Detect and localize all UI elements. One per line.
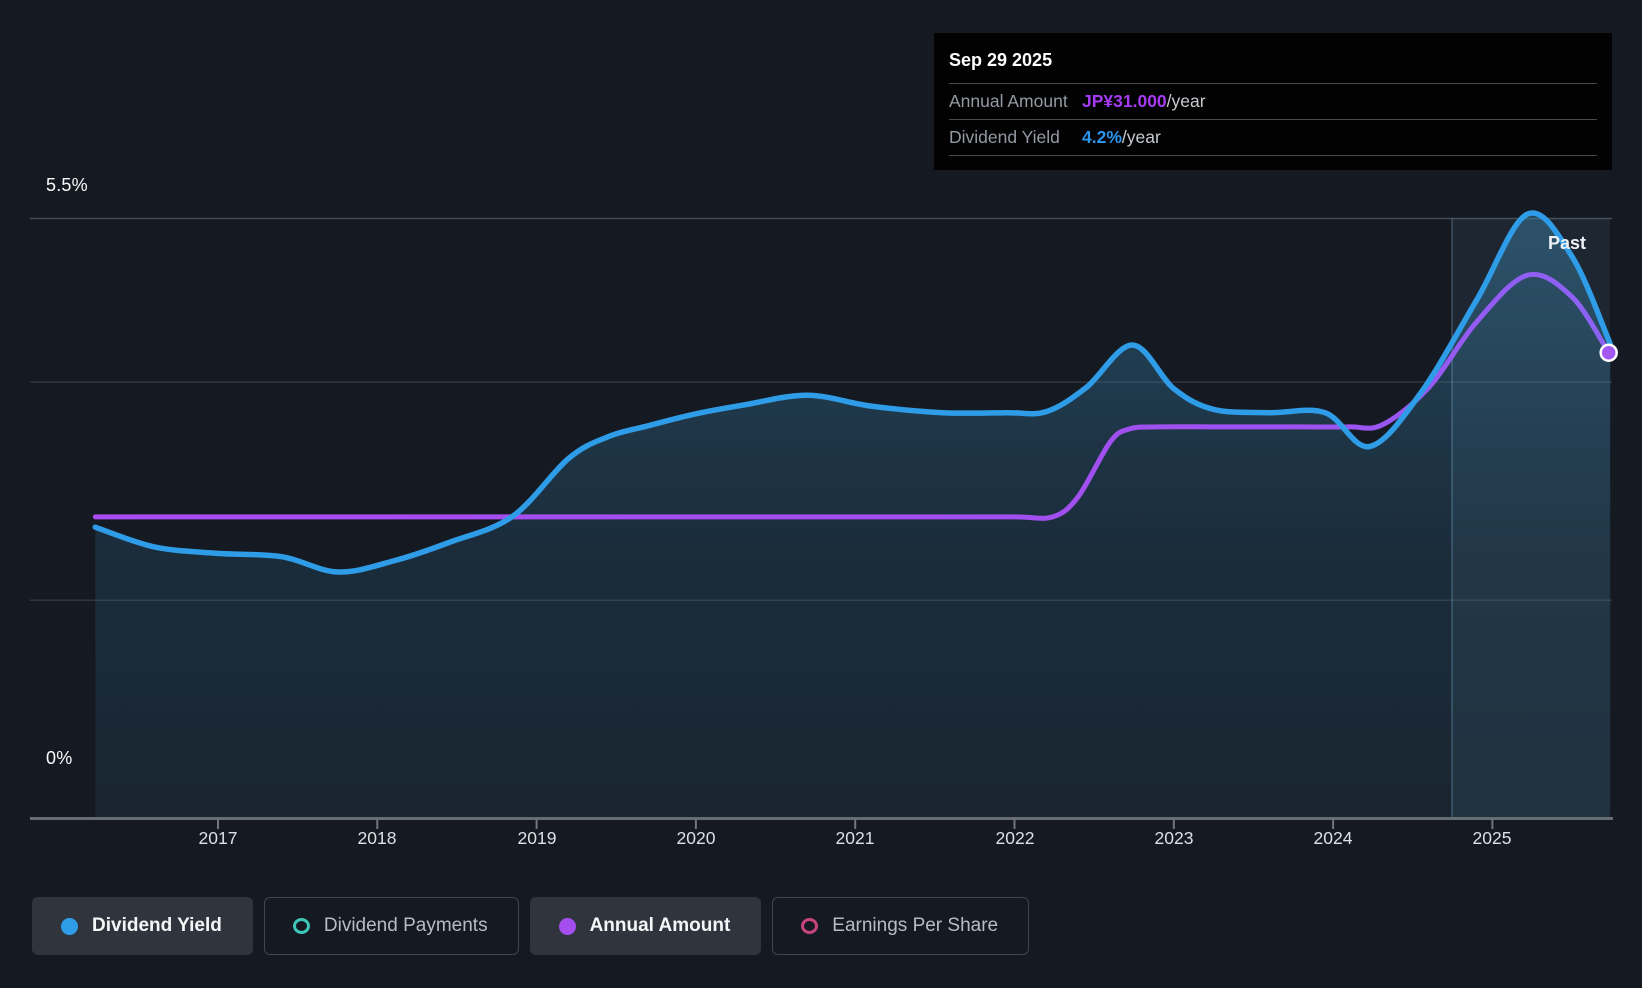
x-tick-label: 2021 xyxy=(835,828,875,848)
chart-legend: Dividend Yield Dividend Payments Annual … xyxy=(32,897,1030,955)
tooltip-row-annual-amount: Annual Amount JP¥31.000/year xyxy=(949,83,1597,119)
y-axis-max-label: 5.5% xyxy=(46,175,88,195)
x-tick-label: 2018 xyxy=(357,828,397,848)
legend-toggle-annual-amount[interactable]: Annual Amount xyxy=(529,897,762,955)
x-tick-label: 2019 xyxy=(517,828,557,848)
legend-label: Earnings Per Share xyxy=(832,915,999,936)
legend-toggle-earnings-per-share[interactable]: Earnings Per Share xyxy=(772,897,1030,955)
past-region-label: Past xyxy=(1548,233,1587,253)
legend-toggle-dividend-payments[interactable]: Dividend Payments xyxy=(263,897,519,955)
tooltip-label: Dividend Yield xyxy=(949,127,1060,147)
x-tick-label: 2017 xyxy=(198,828,238,848)
x-tick-label: 2024 xyxy=(1313,828,1353,848)
legend-label: Dividend Yield xyxy=(92,915,222,936)
dividend-payments-circle-icon xyxy=(292,918,310,934)
tooltip-value-suffix: /year xyxy=(1166,91,1206,111)
x-tick-label: 2022 xyxy=(995,828,1035,848)
chart-tooltip: Sep 29 2025 Annual Amount JP¥31.000/year… xyxy=(934,33,1612,170)
x-axis xyxy=(30,817,1613,829)
annual-amount-dot-icon xyxy=(558,917,576,935)
tooltip-value: 4.2% xyxy=(1082,127,1122,147)
legend-toggle-dividend-yield[interactable]: Dividend Yield xyxy=(32,897,253,955)
y-axis-min-label: 0% xyxy=(46,748,73,768)
x-tick-label: 2020 xyxy=(676,828,716,848)
tooltip-value-suffix: /year xyxy=(1121,127,1161,147)
tooltip-row-dividend-yield: Dividend Yield 4.2%/year xyxy=(949,119,1597,156)
tooltip-date: Sep 29 2025 xyxy=(949,50,1053,70)
legend-label: Dividend Payments xyxy=(323,915,488,936)
series-end-marker[interactable] xyxy=(1599,343,1618,362)
annual-amount-line xyxy=(92,271,1612,521)
dividend-yield-line xyxy=(92,210,1614,575)
dividend-yield-dot-icon xyxy=(61,917,78,935)
legend-label: Annual Amount xyxy=(589,915,731,936)
past-band xyxy=(1452,218,1610,819)
earnings-per-share-circle-icon xyxy=(801,918,819,934)
x-tick-label: 2025 xyxy=(1472,828,1512,848)
tooltip-value: JP¥31.000 xyxy=(1082,91,1167,111)
tooltip-label: Annual Amount xyxy=(949,91,1068,111)
x-tick-label: 2023 xyxy=(1154,828,1194,848)
